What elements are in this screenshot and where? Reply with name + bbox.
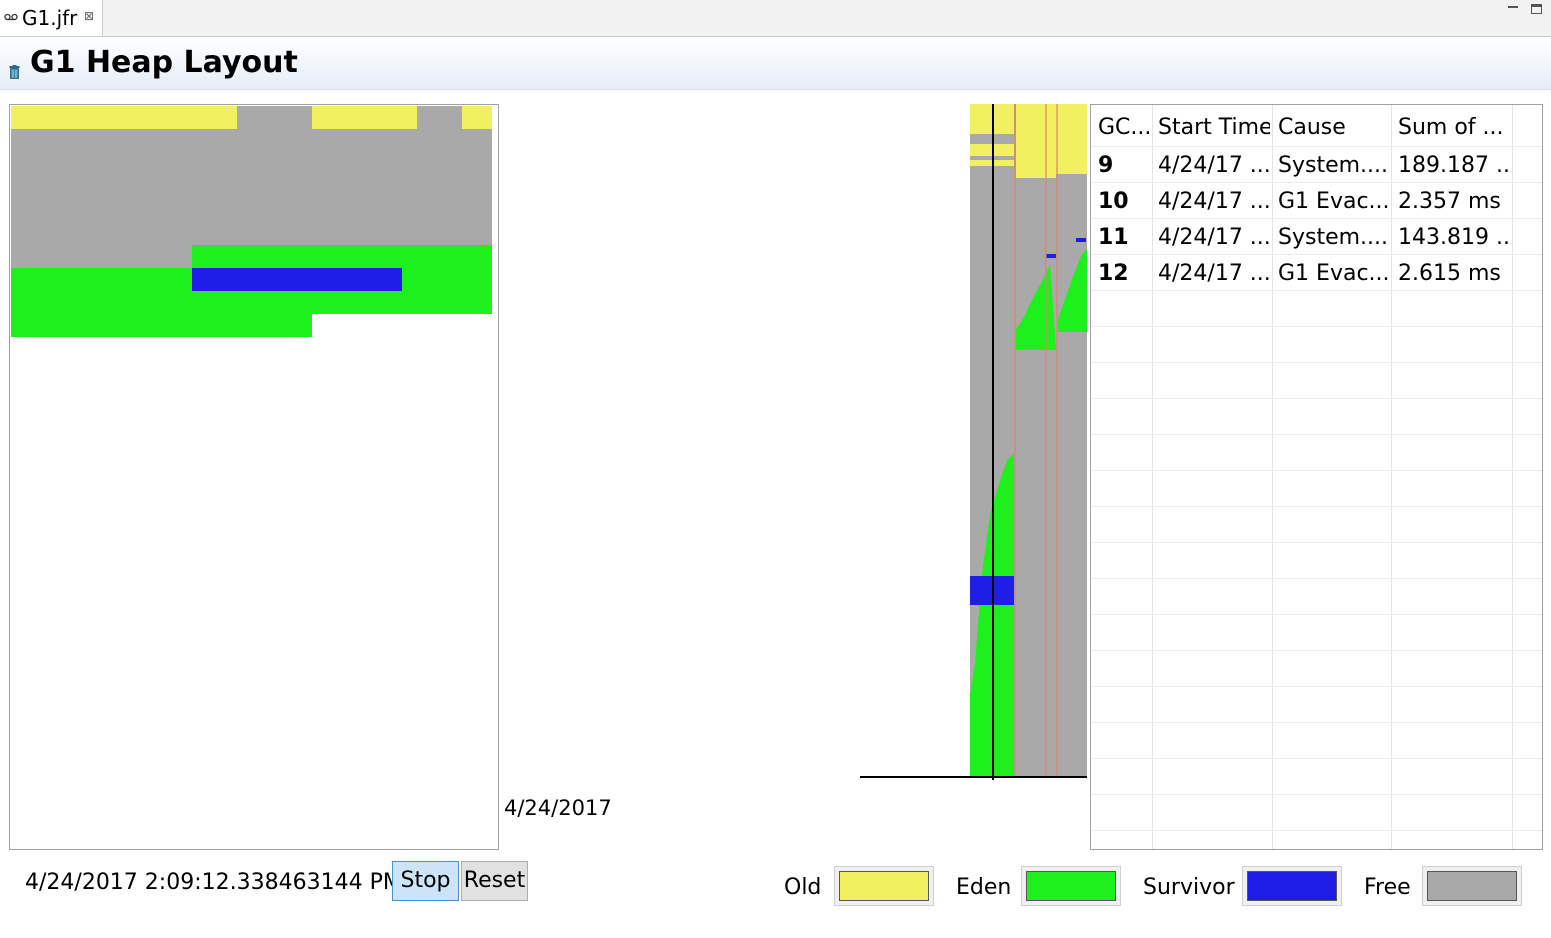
heap-region-old: [11, 106, 237, 129]
heap-region-old: [312, 106, 417, 129]
stop-button[interactable]: Stop: [392, 861, 459, 901]
table-cell-gc[interactable]: 11: [1098, 225, 1129, 250]
table-cell-sum[interactable]: 189.187 ...: [1398, 153, 1510, 178]
row-divider: [1091, 398, 1542, 399]
table-cell-cause[interactable]: G1 Evac...: [1278, 189, 1390, 214]
timeline-survivor-mark: [1076, 238, 1086, 242]
tab-g1-jfr[interactable]: G1.jfr ⊠: [0, 0, 103, 36]
row-divider: [1091, 470, 1542, 471]
row-divider: [1091, 794, 1542, 795]
page-title: G1 Heap Layout: [30, 45, 298, 80]
column-header-gc[interactable]: GC...: [1098, 115, 1150, 140]
row-divider: [1091, 506, 1542, 507]
legend-swatch-free[interactable]: [1422, 866, 1522, 906]
table-cell-cause[interactable]: System....: [1278, 225, 1389, 250]
row-divider: [1091, 146, 1542, 147]
color-swatch: [1026, 871, 1116, 901]
table-cell-gc[interactable]: 12: [1098, 261, 1129, 286]
table-cell-start[interactable]: 4/24/17 ...: [1158, 261, 1270, 286]
timeline-old-top: [1016, 104, 1056, 178]
tab-label: G1.jfr: [22, 6, 78, 30]
legend-label-survivor: Survivor: [1143, 875, 1235, 900]
table-cell-gc[interactable]: 10: [1098, 189, 1129, 214]
column-divider: [1272, 105, 1273, 849]
heap-timeline-chart[interactable]: [860, 104, 1088, 780]
heap-region-free: [11, 129, 492, 245]
row-divider: [1091, 614, 1542, 615]
timeline-date-label: 4/24/2017: [504, 796, 612, 820]
trash-icon: [9, 65, 20, 79]
column-divider: [1152, 105, 1153, 849]
heap-region-old: [462, 106, 492, 129]
color-swatch: [1427, 871, 1517, 901]
heap-layout-canvas[interactable]: [9, 104, 499, 850]
heap-region-eden: [11, 268, 192, 291]
table-cell-start[interactable]: 4/24/17 ...: [1158, 189, 1270, 214]
heap-region-survivor: [192, 268, 402, 291]
row-divider: [1091, 290, 1542, 291]
column-header-cause[interactable]: Cause: [1278, 115, 1346, 140]
reset-button[interactable]: Reset: [461, 861, 528, 901]
heap-region-free: [417, 106, 462, 129]
legend-label-eden: Eden: [956, 875, 1012, 900]
row-divider: [1091, 686, 1542, 687]
column-divider: [1512, 105, 1513, 849]
timeline-survivor-mark: [1046, 254, 1056, 258]
row-divider: [1091, 650, 1542, 651]
table-cell-sum[interactable]: 2.615 ms: [1398, 261, 1501, 286]
legend-swatch-old[interactable]: [834, 866, 934, 906]
timeline-free-area: [1014, 104, 1087, 776]
color-swatch: [1247, 871, 1337, 901]
timeline-old-top: [1056, 104, 1087, 174]
heap-region-eden: [192, 245, 492, 268]
column-header-sum[interactable]: Sum of ...: [1398, 115, 1504, 140]
column-header-start-time[interactable]: Start Time: [1158, 115, 1270, 140]
heap-region-eden: [11, 291, 492, 314]
column-divider: [1391, 105, 1392, 849]
table-cell-sum[interactable]: 2.357 ms: [1398, 189, 1501, 214]
row-divider: [1091, 758, 1542, 759]
maximize-icon[interactable]: [1531, 4, 1542, 14]
heap-region-free: [11, 245, 192, 268]
gc-table[interactable]: GC... Start Time Cause Sum of ... 9 4/24…: [1090, 104, 1543, 850]
row-divider: [1091, 830, 1542, 831]
heap-region-free: [237, 106, 312, 129]
table-cell-start[interactable]: 4/24/17 ...: [1158, 153, 1270, 178]
legend-swatch-eden[interactable]: [1021, 866, 1121, 906]
timeline-eden-growth: [1058, 249, 1087, 332]
legend-swatch-survivor[interactable]: [1242, 866, 1342, 906]
row-divider: [1091, 254, 1542, 255]
heap-region-eden: [402, 268, 492, 291]
current-timestamp: 4/24/2017 2:09:12.338463144 PM: [25, 870, 402, 895]
page-header: G1 Heap Layout: [0, 37, 1551, 90]
row-divider: [1091, 182, 1542, 183]
table-cell-cause[interactable]: G1 Evac...: [1278, 261, 1390, 286]
legend-label-free: Free: [1364, 875, 1411, 900]
legend-label-old: Old: [784, 875, 822, 900]
heap-region-eden: [11, 314, 312, 337]
color-swatch: [839, 871, 929, 901]
table-cell-start[interactable]: 4/24/17 ...: [1158, 225, 1270, 250]
editor-tab-bar: G1.jfr ⊠: [0, 0, 1551, 37]
minimize-icon[interactable]: [1508, 2, 1518, 8]
table-cell-gc[interactable]: 9: [1098, 153, 1114, 178]
row-divider: [1091, 542, 1542, 543]
table-cell-sum[interactable]: 143.819 ...: [1398, 225, 1510, 250]
close-icon[interactable]: ⊠: [84, 9, 95, 23]
table-cell-cause[interactable]: System....: [1278, 153, 1389, 178]
row-divider: [1091, 326, 1542, 327]
recording-icon: [4, 13, 18, 21]
row-divider: [1091, 362, 1542, 363]
row-divider: [1091, 434, 1542, 435]
row-divider: [1091, 578, 1542, 579]
row-divider: [1091, 218, 1542, 219]
row-divider: [1091, 722, 1542, 723]
